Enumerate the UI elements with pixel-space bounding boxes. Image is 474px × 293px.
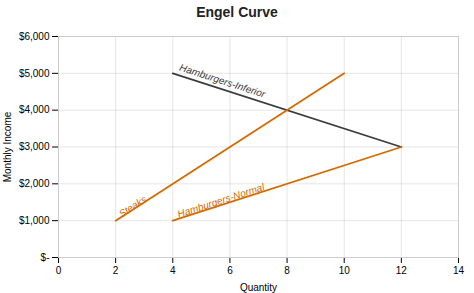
svg-text:Quantity: Quantity: [240, 282, 277, 293]
svg-text:$2,000: $2,000: [19, 178, 50, 189]
svg-text:Monthly Income: Monthly Income: [2, 111, 13, 182]
svg-text:$3,000: $3,000: [19, 141, 50, 152]
svg-text:10: 10: [339, 265, 351, 276]
svg-text:0: 0: [56, 265, 62, 276]
svg-text:$4,000: $4,000: [19, 104, 50, 115]
svg-text:8: 8: [284, 265, 290, 276]
svg-text:14: 14: [453, 265, 465, 276]
svg-text:$-: $-: [41, 252, 50, 263]
svg-text:4: 4: [170, 265, 176, 276]
html-text:Engel Curve: Engel Curve: [196, 4, 278, 20]
svg-text:2: 2: [113, 265, 119, 276]
svg-text:$6,000: $6,000: [19, 31, 50, 42]
svg-text:Hamburgers-Normal: Hamburgers-Normal: [176, 181, 266, 219]
svg-text:Hamburgers-Inferior: Hamburgers-Inferior: [178, 62, 267, 100]
svg-text:$1,000: $1,000: [19, 215, 50, 226]
svg-text:6: 6: [227, 265, 233, 276]
svg-text:12: 12: [396, 265, 408, 276]
svg-text:$5,000: $5,000: [19, 68, 50, 79]
svg-text:Steaks: Steaks: [117, 194, 149, 220]
